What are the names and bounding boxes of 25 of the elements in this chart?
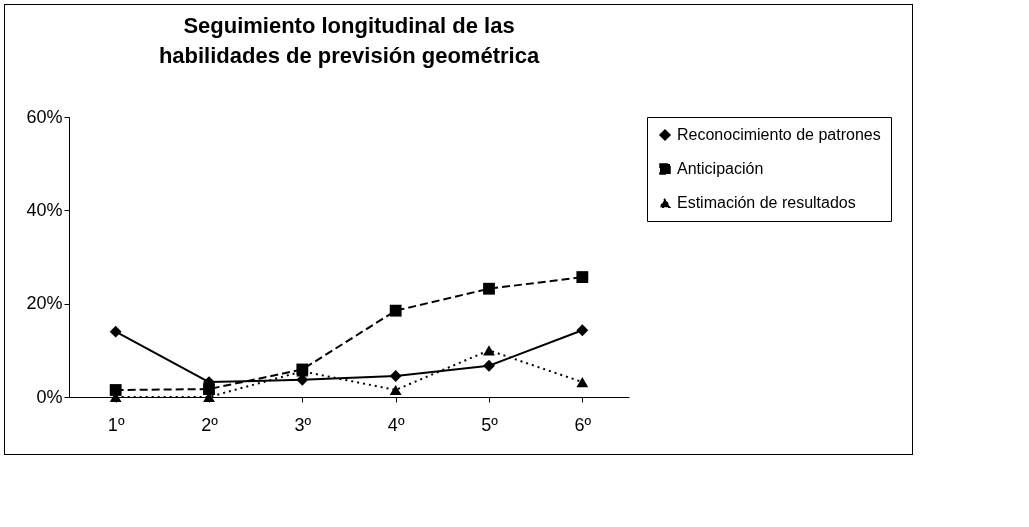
x-tick-label: 2º (201, 414, 219, 435)
point (389, 304, 402, 317)
legend-label: Estimación de resultados (677, 194, 856, 211)
point (389, 384, 402, 396)
x-tick-label: 5º (481, 414, 499, 435)
x-tick-label: 6º (574, 414, 592, 435)
y-tick-label: 60% (26, 106, 63, 127)
point (483, 359, 495, 372)
point (576, 376, 589, 388)
point (203, 383, 215, 395)
chart-title: Seguimiento longitudinal de las habilidades de previsión geométrica (158, 13, 540, 68)
point (109, 325, 122, 338)
point (483, 282, 495, 295)
y-tick-label: 0% (36, 386, 63, 407)
x-tick-label: 4º (387, 414, 405, 435)
x-tick-label: 3º (294, 414, 312, 435)
point (576, 271, 589, 283)
y-tick-label: 20% (26, 293, 63, 314)
legend-label: Anticipación (677, 160, 764, 177)
point (389, 370, 402, 382)
point (576, 324, 589, 337)
legend-label: Reconocimiento de patrones (677, 126, 881, 143)
point (109, 384, 122, 396)
x-tick-label: 1º (107, 414, 125, 435)
y-tick-label: 40% (26, 199, 63, 220)
